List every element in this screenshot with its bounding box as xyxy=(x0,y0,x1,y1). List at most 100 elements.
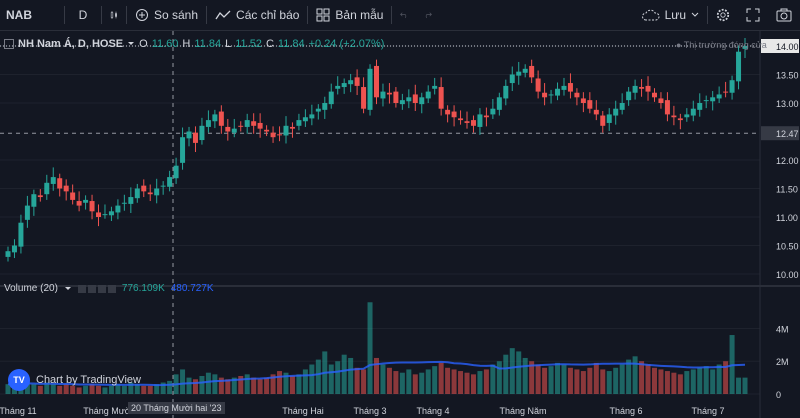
volume-bar xyxy=(289,375,295,394)
candle-body xyxy=(160,185,166,187)
candle-body xyxy=(141,185,147,192)
settings-button[interactable] xyxy=(708,0,738,30)
time-tick-label: Tháng Năm xyxy=(499,406,546,416)
candle-body xyxy=(567,83,573,92)
candle-body xyxy=(561,85,567,90)
candle-body xyxy=(218,111,224,126)
candle-body xyxy=(5,251,11,257)
volume-bar xyxy=(328,364,334,394)
candle-body xyxy=(251,121,257,126)
candle-body xyxy=(600,115,606,126)
time-tick-label: Tháng 4 xyxy=(416,406,449,416)
volume-bar xyxy=(83,385,89,394)
candle-body xyxy=(412,94,418,103)
series-title[interactable]: NH Nam Á, D, HOSE xyxy=(18,38,124,50)
save-label: Lưu xyxy=(664,8,686,22)
volume-ma-line xyxy=(7,360,746,387)
volume-bar xyxy=(522,357,528,394)
volume-bar xyxy=(186,377,192,394)
settings-icon[interactable] xyxy=(87,284,96,293)
volume-bar xyxy=(483,369,489,394)
candle-body xyxy=(374,65,379,98)
volume-bar xyxy=(192,379,198,394)
volume-bar xyxy=(651,367,657,394)
volume-legend: Volume (20) 776.109K 480.727K xyxy=(4,283,214,294)
candle-body xyxy=(277,134,283,136)
save-button[interactable]: Lưu xyxy=(634,0,707,30)
candle-body xyxy=(361,87,367,109)
chevron-down-icon[interactable] xyxy=(127,41,135,47)
volume-title[interactable]: Volume (20) xyxy=(4,283,58,294)
templates-button[interactable]: Bản mẫu xyxy=(308,0,391,30)
more-icon[interactable] xyxy=(107,284,116,293)
volume-bar xyxy=(606,371,612,394)
volume-bar xyxy=(425,369,431,394)
volume-bar xyxy=(445,367,451,394)
volume-bar xyxy=(464,372,470,394)
candle-body xyxy=(626,91,632,101)
chart-type-button[interactable] xyxy=(102,0,126,30)
volume-bar xyxy=(613,367,619,394)
volume-bar xyxy=(37,385,43,394)
candle-body xyxy=(542,92,548,98)
volume-bar xyxy=(89,384,95,394)
symbol-search-button[interactable]: NAB xyxy=(0,0,64,30)
price-tick-label: 13.00 xyxy=(776,99,799,109)
templates-label: Bản mẫu xyxy=(335,8,384,22)
volume-bar xyxy=(736,377,742,394)
volume-bar xyxy=(115,384,121,394)
interval-button[interactable]: D xyxy=(65,0,101,30)
close-label: C xyxy=(265,38,274,50)
candle-body xyxy=(619,103,625,110)
volume-bar xyxy=(438,362,444,394)
volume-bar xyxy=(386,367,392,394)
volume-bar xyxy=(632,356,638,394)
volume-bar xyxy=(593,362,599,394)
tradingview-branding[interactable]: TV Chart by TradingView xyxy=(8,369,141,391)
indicators-label: Các chỉ báo xyxy=(236,8,300,22)
close-value: 11.84 xyxy=(277,38,305,50)
collapse-icon[interactable] xyxy=(4,39,14,49)
candle-body xyxy=(354,77,360,86)
candle-body xyxy=(44,182,50,195)
candle-body xyxy=(238,125,244,127)
compare-button[interactable]: So sánh xyxy=(127,0,206,30)
candle-body xyxy=(186,131,192,139)
volume-bar xyxy=(412,374,418,394)
chevron-down-icon[interactable] xyxy=(64,286,72,292)
volume-bar xyxy=(231,377,237,394)
volume-bar xyxy=(723,361,729,394)
price-chart[interactable]: 14.00 13.50 13.00 12.47 12.00 11.50 11.00 10.50… xyxy=(0,31,800,418)
redo-button[interactable] xyxy=(416,0,440,30)
volume-tick-label: 0 xyxy=(776,390,781,400)
fullscreen-button[interactable] xyxy=(738,0,768,30)
candle-body xyxy=(651,92,657,98)
volume-bar xyxy=(697,367,703,394)
series-legend: NH Nam Á, D, HOSE O 11.60 H 11.84 L 11.52 C… xyxy=(4,38,384,50)
volume-bar xyxy=(658,369,664,394)
close-icon[interactable] xyxy=(97,284,106,293)
volume-bar xyxy=(529,361,535,394)
volume-bar xyxy=(503,354,509,394)
candles-icon xyxy=(110,11,117,19)
candle-body xyxy=(89,201,95,212)
candle-body xyxy=(522,68,528,73)
candle-body xyxy=(723,91,729,93)
volume-bar xyxy=(567,367,573,394)
price-tick-label: 12.47 xyxy=(776,129,799,139)
undo-button[interactable] xyxy=(392,0,416,30)
indicators-button[interactable]: Các chỉ báo xyxy=(207,0,307,30)
candle-body xyxy=(231,128,237,133)
snapshot-button[interactable] xyxy=(768,0,800,30)
time-axis: Tháng 11 Tháng Mười Tháng Hai Tháng 3 Tháng … xyxy=(0,406,725,416)
candle-body xyxy=(639,87,645,89)
volume-bar xyxy=(251,377,257,394)
templates-grid-icon xyxy=(316,8,330,22)
volume-bar xyxy=(238,375,244,394)
volume-bar xyxy=(380,364,386,394)
volume-bar xyxy=(5,384,11,394)
visibility-icon[interactable] xyxy=(77,284,86,293)
gear-icon xyxy=(716,8,730,22)
candle-body xyxy=(671,115,677,118)
candle-body xyxy=(302,117,308,122)
